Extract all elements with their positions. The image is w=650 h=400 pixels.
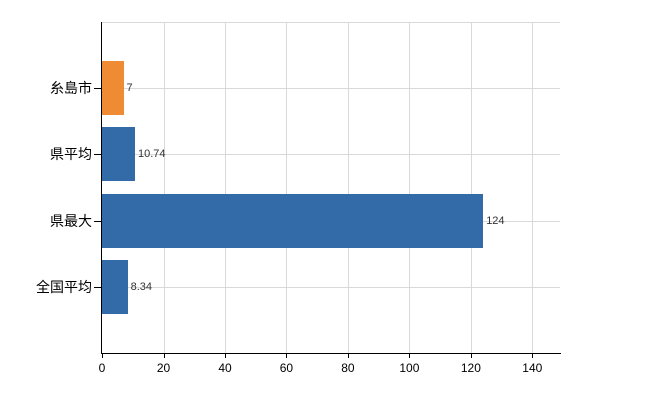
plot-top-border	[101, 22, 560, 23]
bar-value-label: 8.34	[130, 281, 153, 293]
category-label: 県最大	[50, 213, 92, 229]
x-tick-mark	[470, 354, 472, 358]
x-tick-mark	[225, 354, 226, 358]
bar	[102, 194, 484, 248]
horizontal-gridline	[102, 154, 560, 155]
y-axis-line	[101, 22, 102, 354]
x-tick-label: 120	[460, 361, 481, 375]
x-tick-label: 60	[279, 361, 294, 375]
y-tick-mark	[94, 287, 101, 288]
category-label: 全国平均	[36, 279, 92, 295]
y-tick-mark	[94, 154, 101, 155]
vertical-gridline	[470, 22, 472, 353]
horizontal-gridline	[102, 287, 560, 288]
bar	[102, 127, 135, 181]
x-tick-label: 40	[218, 361, 232, 375]
bar	[102, 61, 124, 115]
category-label: 糸島市	[50, 80, 92, 96]
bar-value-label: 124	[486, 215, 505, 227]
x-tick-mark	[532, 354, 534, 358]
x-tick-label: 100	[399, 361, 420, 375]
x-tick-mark	[409, 354, 411, 358]
vertical-gridline	[409, 22, 411, 353]
x-tick-mark	[163, 354, 165, 358]
horizontal-gridline	[102, 88, 560, 89]
vertical-gridline	[532, 22, 534, 353]
x-tick-label: 140	[522, 361, 543, 375]
vertical-gridline	[163, 22, 165, 353]
vertical-gridline	[225, 22, 226, 353]
vertical-gridline	[347, 22, 349, 353]
bar	[102, 260, 128, 314]
bar-value-label: 7	[126, 82, 133, 94]
x-tick-label: 0	[98, 361, 106, 375]
x-tick-label: 80	[341, 361, 355, 375]
x-axis-line	[101, 353, 561, 354]
y-tick-mark	[94, 221, 101, 222]
x-tick-mark	[286, 354, 288, 358]
bar-value-label: 10.74	[138, 148, 166, 160]
category-label: 県平均	[50, 146, 92, 162]
x-tick-mark	[102, 354, 103, 358]
x-tick-label: 20	[156, 361, 171, 375]
vertical-gridline	[286, 22, 288, 353]
y-tick-mark	[94, 88, 101, 89]
x-tick-mark	[347, 354, 349, 358]
